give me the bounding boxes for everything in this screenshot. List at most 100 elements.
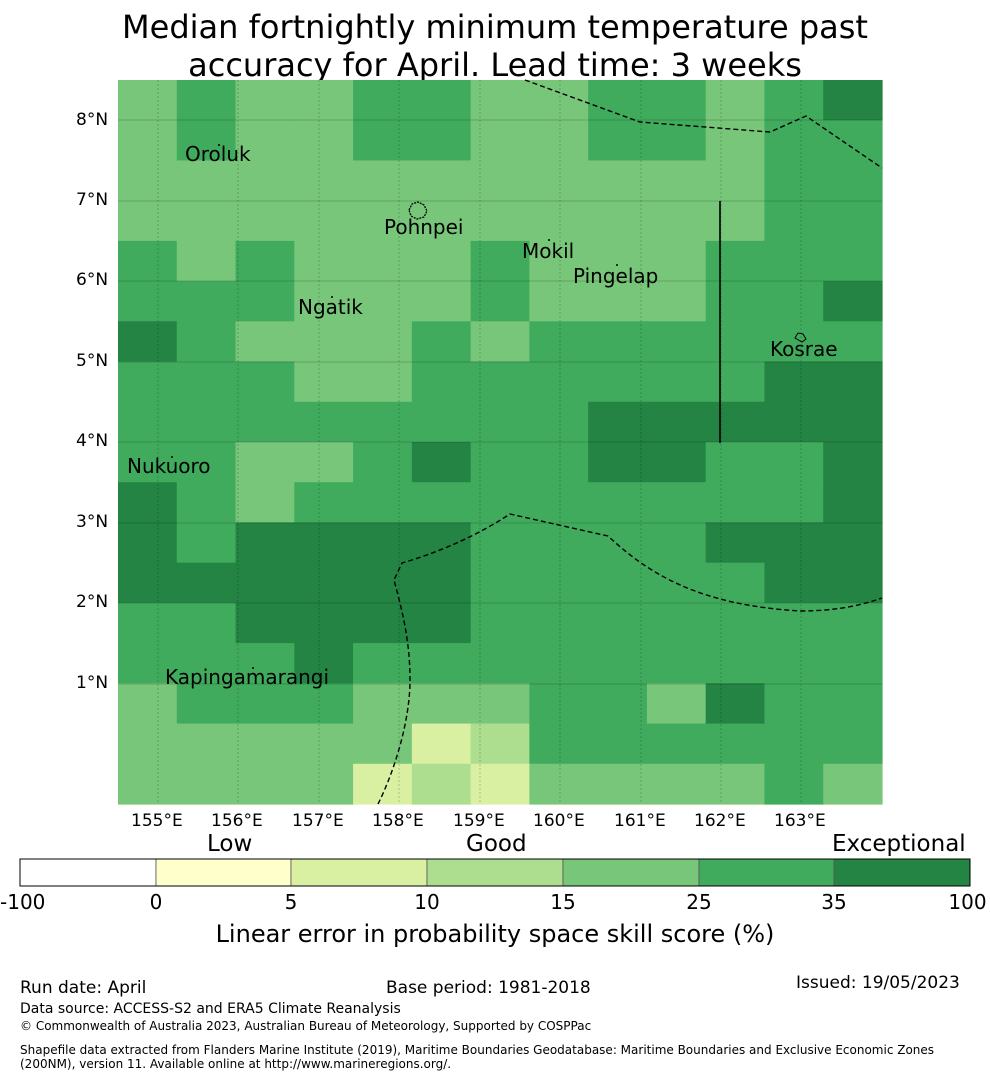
map-title-line-1: Median fortnightly minimum temperature p… <box>122 8 868 46</box>
legend-tick: 0 <box>149 890 163 914</box>
lat-label: 2°N <box>76 592 109 612</box>
grid-cell <box>294 683 354 725</box>
grid-cell <box>118 321 178 363</box>
grid-cell <box>176 401 237 443</box>
grid-cell <box>353 683 413 725</box>
shapefile-credit-line-2: (200NM), version 11. Available online at… <box>20 1057 452 1071</box>
grid-cell <box>705 80 766 121</box>
grid-cell <box>529 401 589 443</box>
grid-cell <box>646 763 707 805</box>
legend-tick: 100 <box>948 890 987 914</box>
grid-cell <box>764 321 824 363</box>
grid-cell <box>235 120 295 162</box>
grid-cell <box>823 643 883 684</box>
grid-cell <box>588 361 648 403</box>
grid-cell <box>705 522 766 564</box>
place-label-pohnpei: Pohnpei <box>384 215 464 239</box>
colorbar <box>19 858 971 887</box>
grid-cell <box>588 80 648 121</box>
lon-label: 156°E <box>211 811 263 831</box>
grid-cell <box>118 442 178 483</box>
shapefile-credit-line-1: Shapefile data extracted from Flanders M… <box>20 1043 935 1057</box>
grid-cell <box>705 723 766 765</box>
grid-cell <box>646 240 707 282</box>
grid-cell <box>118 240 178 282</box>
grid-cell <box>235 562 295 604</box>
grid-cell <box>646 522 707 564</box>
grid-cell <box>118 643 178 684</box>
grid-cell <box>294 80 354 121</box>
grid-cell <box>823 763 883 805</box>
grid-cell <box>588 442 648 483</box>
colorbar-segment <box>155 858 292 887</box>
eez-boundary-north <box>524 79 883 169</box>
grid-cell <box>823 602 883 644</box>
grid-cell <box>529 643 589 684</box>
grid-cell <box>764 683 824 725</box>
grid-cell <box>705 281 766 322</box>
grid-cell <box>764 401 824 443</box>
grid-cell <box>235 321 295 363</box>
legend-tick: 25 <box>686 890 712 914</box>
base-period: Base period: 1981-2018 <box>386 978 591 998</box>
grid-cell <box>705 200 766 242</box>
grid-cell <box>529 602 589 644</box>
grid-cell <box>118 361 178 403</box>
grid-cell <box>646 602 707 644</box>
grid-cell <box>529 321 589 363</box>
grid-cell <box>529 683 589 725</box>
grid-cell <box>411 602 472 644</box>
grid-cell <box>588 763 648 805</box>
grid-cell <box>588 200 648 242</box>
grid-cell <box>588 240 648 282</box>
grid-cell <box>411 281 472 322</box>
grid-cell <box>176 160 237 202</box>
grid-cell <box>470 120 530 162</box>
colorbar-segment <box>19 858 157 887</box>
grid-cell <box>235 80 295 121</box>
grid-cell <box>705 643 766 684</box>
grid-cell <box>705 763 766 805</box>
grid-cell <box>353 200 413 242</box>
grid-cell <box>646 321 707 363</box>
grid-cell <box>118 401 178 443</box>
grid-cell <box>470 160 530 202</box>
grid-cell <box>646 482 707 524</box>
grid-cell <box>588 321 648 363</box>
grid-cell <box>294 160 354 202</box>
grid-cell <box>764 160 824 202</box>
grid-cell <box>529 482 589 524</box>
grid-cell <box>646 361 707 403</box>
lon-label: 159°E <box>453 811 505 831</box>
grid-cell <box>588 602 648 644</box>
grid-cell <box>470 643 530 684</box>
grid-cell <box>470 281 530 322</box>
grid-cell <box>529 361 589 403</box>
grid-cell <box>294 120 354 162</box>
grid-cell <box>646 723 707 765</box>
grid-cell <box>411 723 472 765</box>
grid-cell <box>353 602 413 644</box>
grid-cell <box>411 160 472 202</box>
grid-cell <box>823 281 883 322</box>
grid-cell <box>353 643 413 684</box>
place-label-pingelap: Pingelap <box>573 264 659 288</box>
grid-cell <box>588 643 648 684</box>
grid-cell <box>235 723 295 765</box>
grid-cell <box>353 80 413 121</box>
grid-cell <box>235 522 295 564</box>
grid-cell <box>588 562 648 604</box>
grid-cell <box>118 160 178 202</box>
grid-cell <box>176 763 237 805</box>
grid-cell <box>705 442 766 483</box>
grid-cell <box>176 200 237 242</box>
grid-cell <box>411 522 472 564</box>
grid-cell <box>646 160 707 202</box>
grid-cell <box>764 602 824 644</box>
grid-cell <box>705 120 766 162</box>
grid-cell <box>470 401 530 443</box>
grid-cell <box>294 442 354 483</box>
lat-label: 7°N <box>76 190 109 210</box>
grid-cell <box>235 763 295 805</box>
grid-cell <box>235 602 295 644</box>
